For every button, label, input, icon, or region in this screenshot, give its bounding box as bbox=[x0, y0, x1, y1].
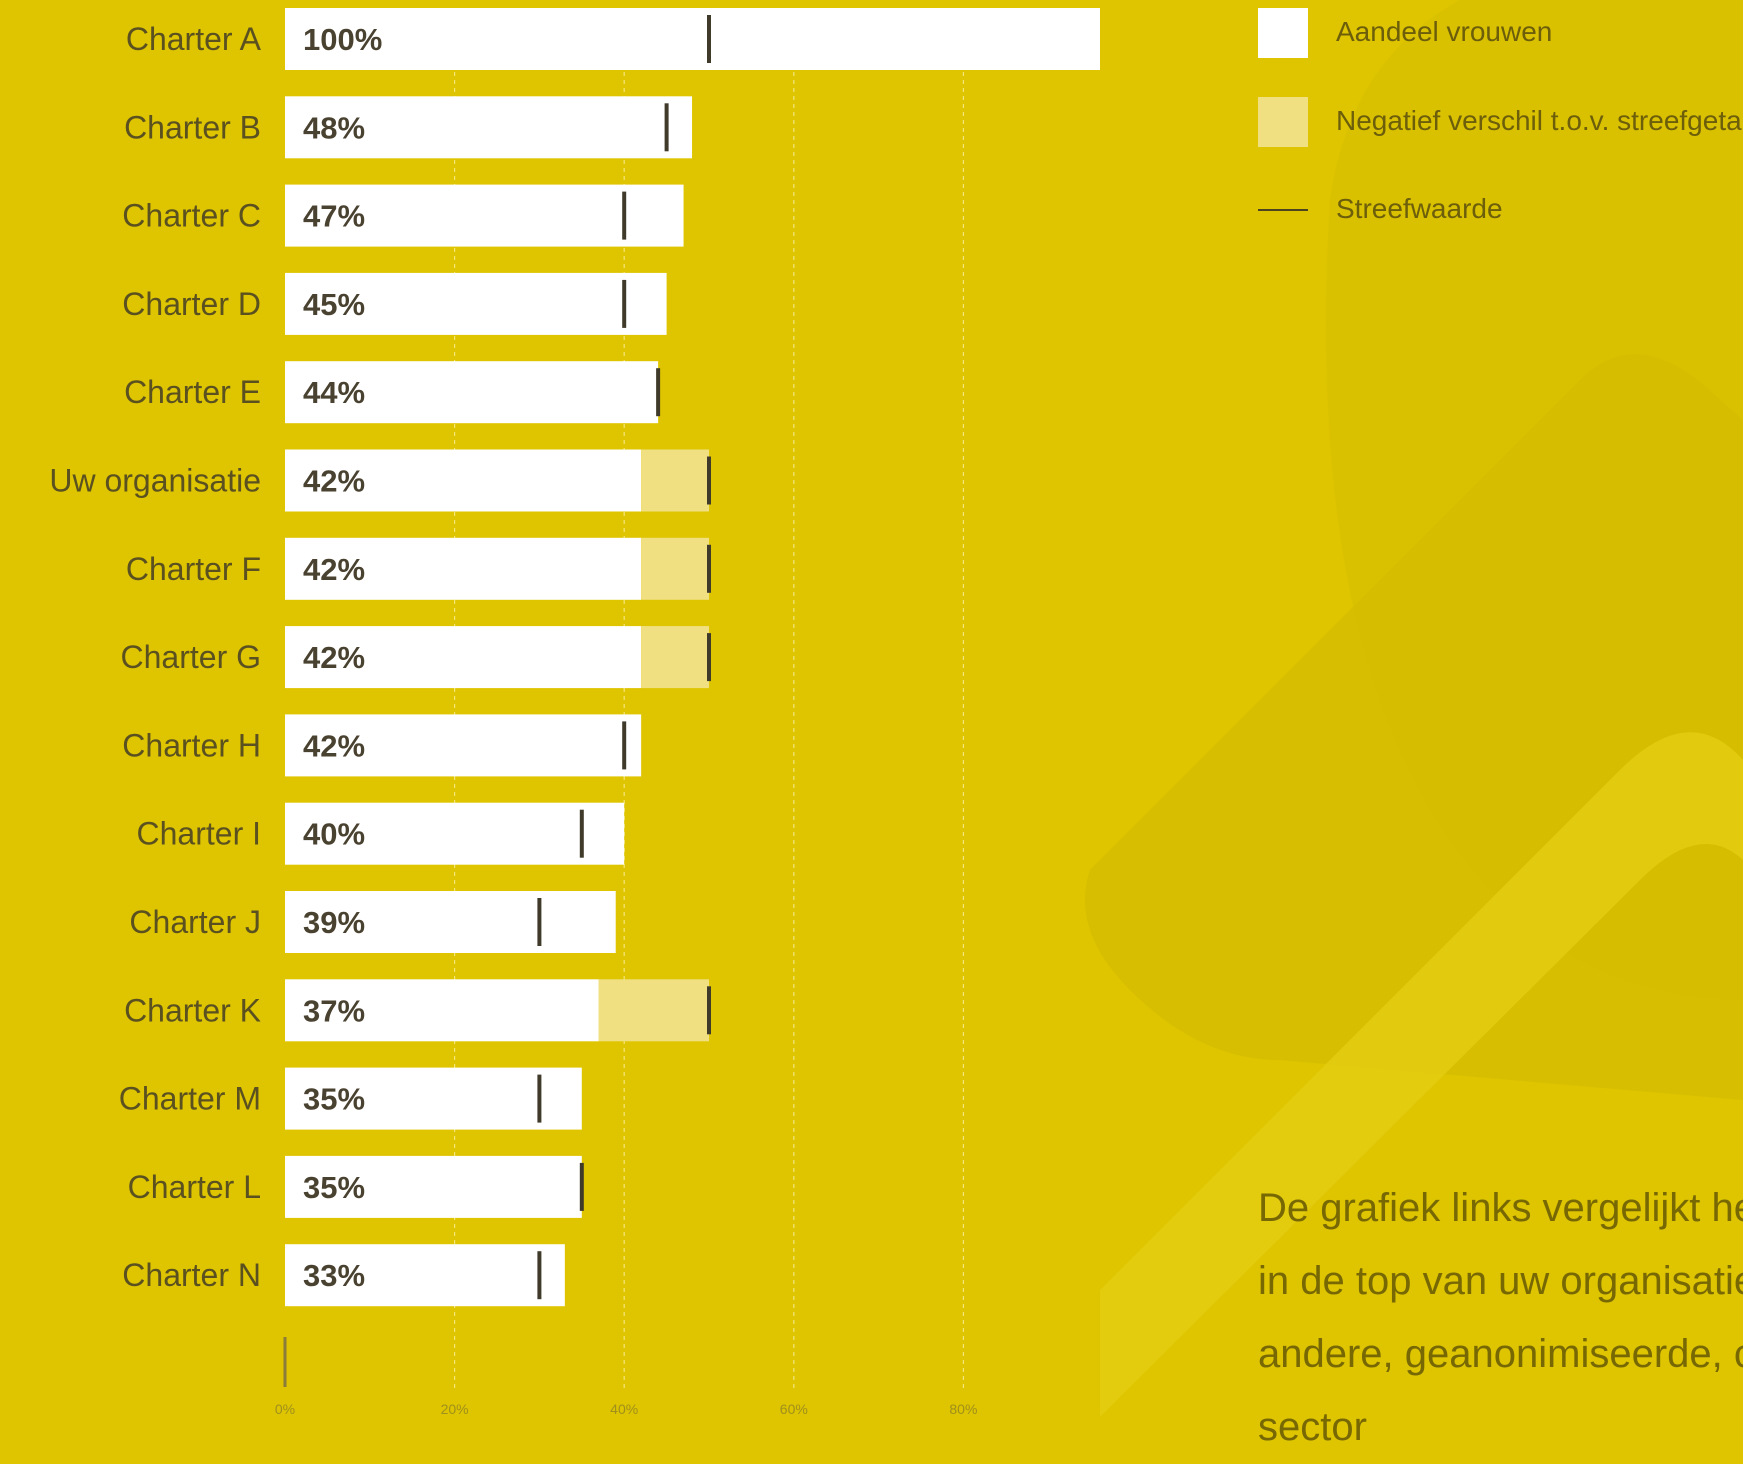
data-label: 44% bbox=[303, 375, 365, 410]
category-label: Charter D bbox=[122, 286, 261, 322]
x-tick-label: 40% bbox=[610, 1401, 638, 1417]
data-label: 40% bbox=[303, 817, 365, 852]
background-decoration bbox=[1100, 732, 1743, 1417]
x-tick-label: 80% bbox=[949, 1401, 977, 1417]
target-marker bbox=[707, 15, 711, 63]
category-labels: Charter A Charter B Charter C Charter D Char… bbox=[49, 21, 261, 1293]
legend-label-share-women: Aandeel vrouwen bbox=[1336, 16, 1553, 47]
bar bbox=[285, 272, 667, 335]
category-label: Charter L bbox=[128, 1169, 261, 1205]
target-marker bbox=[707, 986, 711, 1035]
description-line: sector bbox=[1258, 1405, 1367, 1449]
bar bbox=[285, 802, 625, 865]
category-label: Charter I bbox=[137, 816, 261, 852]
target-marker bbox=[656, 368, 661, 417]
bar bbox=[285, 96, 693, 159]
target-marker bbox=[579, 1162, 584, 1211]
data-label: 47% bbox=[303, 199, 365, 234]
bar-chart: 100% 48% 47% 45% 44% 42% 42% 42% 42% 40% 39% 37% 35%… bbox=[49, 8, 1100, 1417]
category-label: Uw organisatie bbox=[49, 463, 261, 499]
target-marker bbox=[622, 191, 627, 240]
x-tick-label: 60% bbox=[780, 1401, 808, 1417]
description-line: De grafiek links vergelijkt het h bbox=[1258, 1186, 1743, 1230]
legend-swatch-white bbox=[1258, 8, 1308, 58]
category-label: Charter J bbox=[129, 904, 261, 940]
target-marker bbox=[664, 103, 669, 152]
bar bbox=[285, 714, 642, 777]
data-label: 42% bbox=[303, 640, 365, 675]
description-line: andere, geanonimiseerde, cha bbox=[1258, 1332, 1743, 1376]
data-label: 100% bbox=[303, 22, 382, 57]
data-label: 37% bbox=[303, 993, 365, 1028]
description-line: in de top van uw organisatie e bbox=[1258, 1259, 1743, 1303]
data-label: 33% bbox=[303, 1258, 365, 1293]
gap-segment bbox=[641, 449, 709, 512]
legend-swatch-light-yellow bbox=[1258, 97, 1308, 147]
target-marker bbox=[579, 809, 584, 858]
x-tick-label: 0% bbox=[275, 1401, 295, 1417]
gap-segment bbox=[598, 979, 709, 1042]
target-marker bbox=[707, 456, 711, 505]
bar bbox=[285, 537, 642, 600]
bar bbox=[285, 361, 659, 424]
category-label: Charter E bbox=[124, 374, 261, 410]
data-label: 39% bbox=[303, 905, 365, 940]
category-label: Charter B bbox=[124, 109, 261, 145]
bar bbox=[285, 449, 642, 512]
bars: 100% 48% 47% 45% 44% 42% 42% 42% 42% 40% 39% 37% 35%… bbox=[285, 8, 1100, 1307]
gap-segment bbox=[641, 626, 709, 689]
x-tick-label: 20% bbox=[441, 1401, 469, 1417]
legend-target-line bbox=[1258, 209, 1308, 211]
bar bbox=[285, 626, 642, 689]
target-marker bbox=[622, 279, 627, 328]
gap-segment bbox=[641, 537, 709, 600]
legend-item-target: Streefwaarde bbox=[1258, 185, 1743, 235]
data-label: 35% bbox=[303, 1082, 365, 1117]
data-label: 42% bbox=[303, 464, 365, 499]
bar bbox=[285, 1244, 565, 1307]
target-marker bbox=[707, 544, 711, 593]
target-marker bbox=[537, 1251, 542, 1300]
data-label: 42% bbox=[303, 552, 365, 587]
bar bbox=[285, 1155, 582, 1218]
category-label: Charter C bbox=[122, 198, 261, 234]
category-label: Charter M bbox=[119, 1081, 261, 1117]
gridlines bbox=[283, 8, 965, 1390]
category-label: Charter A bbox=[126, 21, 262, 57]
bar bbox=[285, 891, 616, 953]
category-label: Charter G bbox=[121, 639, 261, 675]
target-marker bbox=[537, 898, 542, 946]
legend-item-share-women: Aandeel vrouwen bbox=[1258, 8, 1743, 58]
data-label: 45% bbox=[303, 287, 365, 322]
category-label: Charter F bbox=[126, 551, 261, 587]
bar bbox=[285, 8, 1100, 70]
description-text: De grafiek links vergelijkt het h in de … bbox=[1258, 1172, 1743, 1464]
bar bbox=[285, 184, 684, 247]
category-label: Charter H bbox=[122, 727, 261, 763]
bar bbox=[285, 979, 599, 1042]
bar bbox=[285, 1067, 582, 1130]
data-label: 42% bbox=[303, 728, 365, 763]
category-label: Charter N bbox=[122, 1257, 261, 1293]
category-label: Charter K bbox=[124, 992, 261, 1028]
legend-item-negative-gap: Negatief verschil t.o.v. streefgetal bbox=[1258, 97, 1743, 147]
data-label: 48% bbox=[303, 110, 365, 145]
data-label: 35% bbox=[303, 1170, 365, 1205]
target-marker bbox=[537, 1074, 542, 1123]
x-axis-ticks: 0%20%40%60%80%100% bbox=[275, 1401, 978, 1417]
legend-label-target: Streefwaarde bbox=[1336, 193, 1503, 224]
target-marker bbox=[622, 721, 627, 770]
legend-label-negative-gap: Negatief verschil t.o.v. streefgetal bbox=[1336, 105, 1743, 136]
target-marker bbox=[707, 633, 711, 682]
